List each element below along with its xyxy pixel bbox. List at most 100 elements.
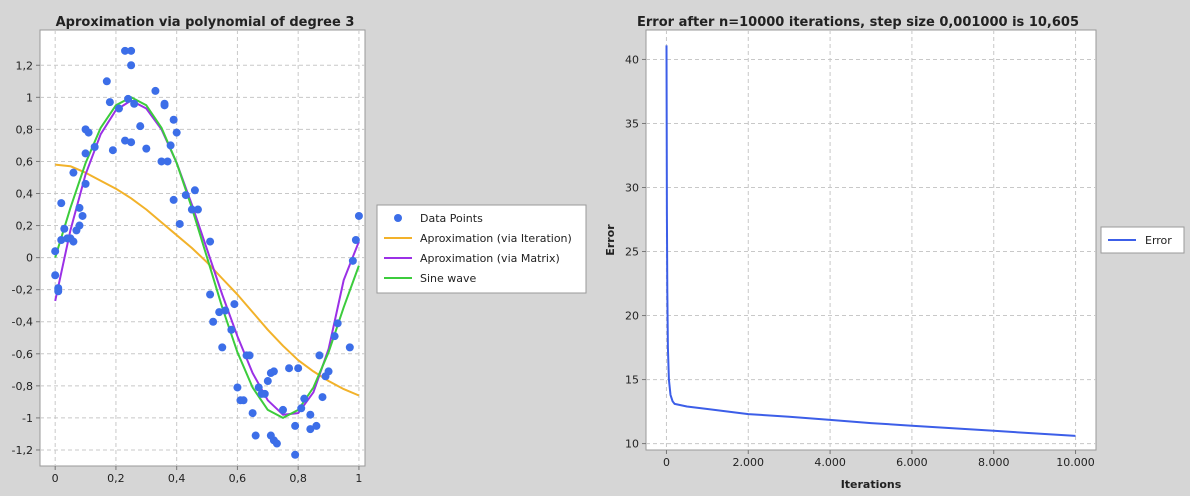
data-point xyxy=(175,219,184,228)
grid-lines xyxy=(646,30,1096,450)
data-point xyxy=(278,405,287,414)
data-point xyxy=(239,396,248,405)
data-point xyxy=(75,203,84,212)
y-tick-label: 0 xyxy=(26,252,33,265)
data-point xyxy=(51,271,60,280)
data-point xyxy=(263,377,272,386)
data-point xyxy=(190,186,199,195)
x-tick-label: 0 xyxy=(663,456,670,469)
data-point xyxy=(312,421,321,430)
data-point xyxy=(221,306,230,315)
series-line-aproximation-via-iteration xyxy=(55,163,360,397)
series-line-sine-wave xyxy=(54,96,360,419)
data-point xyxy=(269,367,278,376)
x-tick-label: 2.000 xyxy=(733,456,765,469)
data-point xyxy=(206,290,215,299)
legend: Error xyxy=(1100,226,1185,254)
x-tick-label: 10.000 xyxy=(1056,456,1095,469)
data-point xyxy=(294,364,303,373)
y-tick-label: 0,4 xyxy=(16,188,34,201)
y-tick-label: 20 xyxy=(625,310,639,323)
data-point xyxy=(218,343,227,352)
data-point xyxy=(51,247,60,256)
data-point xyxy=(60,224,69,233)
y-axis-ticks: 40 35 30 25 20 15 10 xyxy=(625,53,646,451)
x-tick-label: 4.000 xyxy=(814,456,846,469)
data-point xyxy=(81,179,90,188)
data-point xyxy=(285,364,294,373)
data-point xyxy=(260,389,269,398)
legend-label: Sine wave xyxy=(420,272,477,285)
series-lines xyxy=(665,45,1076,437)
y-axis-label: Error xyxy=(604,224,617,256)
data-point xyxy=(345,343,354,352)
y-tick-label: 25 xyxy=(625,246,639,259)
legend: Data Points Aproximation (via Iteration) A… xyxy=(376,204,587,294)
y-tick-label: 30 xyxy=(625,182,639,195)
data-point xyxy=(166,141,175,150)
chart-title: Aproximation via polynomial of degree 3 xyxy=(56,15,355,30)
error-chart: Error after n=10000 iterations, step siz… xyxy=(604,15,1185,491)
data-point xyxy=(130,99,139,108)
x-axis-label: Iterations xyxy=(841,478,902,491)
y-tick-label: 35 xyxy=(625,117,639,130)
data-point xyxy=(78,211,87,220)
x-tick-label: 0 xyxy=(52,472,59,485)
data-point xyxy=(69,237,78,246)
y-tick-label: 40 xyxy=(625,53,639,66)
data-point xyxy=(57,199,66,208)
data-point xyxy=(121,136,130,145)
data-point xyxy=(169,195,178,204)
data-point xyxy=(318,393,327,402)
data-point xyxy=(297,404,306,413)
y-axis-ticks: 1,2 1 0,8 0,6 0,4 0,2 0 -0,2 -0,4 -0,6 -0,8 -1 -1,2 xyxy=(12,59,40,457)
x-tick-label: 6.000 xyxy=(896,456,928,469)
legend-label: Error xyxy=(1145,234,1172,247)
data-point xyxy=(102,77,111,86)
data-point xyxy=(230,300,239,309)
data-point xyxy=(333,319,342,328)
data-point xyxy=(157,157,166,166)
x-tick-label: 0,8 xyxy=(289,472,307,485)
data-point xyxy=(172,128,181,137)
x-tick-label: 8.000 xyxy=(978,456,1010,469)
data-point xyxy=(75,221,84,230)
polynomial-chart: Aproximation via polynomial of degree 3 … xyxy=(12,15,587,485)
x-tick-label: 1 xyxy=(355,472,362,485)
legend-label: Aproximation (via Matrix) xyxy=(420,252,560,265)
data-point xyxy=(251,431,260,440)
data-point xyxy=(124,94,133,103)
y-tick-label: -1,2 xyxy=(12,444,33,457)
legend-box xyxy=(376,204,587,294)
y-tick-label: -0,6 xyxy=(12,348,33,361)
plot-area xyxy=(645,29,1097,451)
y-tick-label: -1 xyxy=(22,412,33,425)
data-point xyxy=(169,115,178,124)
data-point xyxy=(105,98,114,107)
legend-swatch xyxy=(394,214,402,222)
data-point xyxy=(127,138,136,147)
data-point xyxy=(315,351,324,360)
y-tick-label: 0,6 xyxy=(16,155,34,168)
data-point xyxy=(108,146,117,155)
data-point xyxy=(84,128,93,137)
y-tick-label: -0,2 xyxy=(12,284,33,297)
data-point xyxy=(306,410,315,419)
data-point xyxy=(245,351,254,360)
data-point xyxy=(187,205,196,214)
data-point xyxy=(136,122,145,131)
data-point xyxy=(81,149,90,158)
data-point xyxy=(57,235,66,244)
data-point xyxy=(160,99,169,108)
data-point xyxy=(127,61,136,70)
data-point xyxy=(163,157,172,166)
data-point xyxy=(90,143,99,152)
chart-title: Error after n=10000 iterations, step siz… xyxy=(637,15,1079,30)
data-point xyxy=(69,168,78,177)
legend-label: Data Points xyxy=(420,212,483,225)
data-point xyxy=(215,308,224,317)
x-axis-ticks: 0 0,2 0,4 0,6 0,8 1 xyxy=(52,466,362,485)
data-point xyxy=(181,191,190,200)
data-point xyxy=(206,237,215,246)
